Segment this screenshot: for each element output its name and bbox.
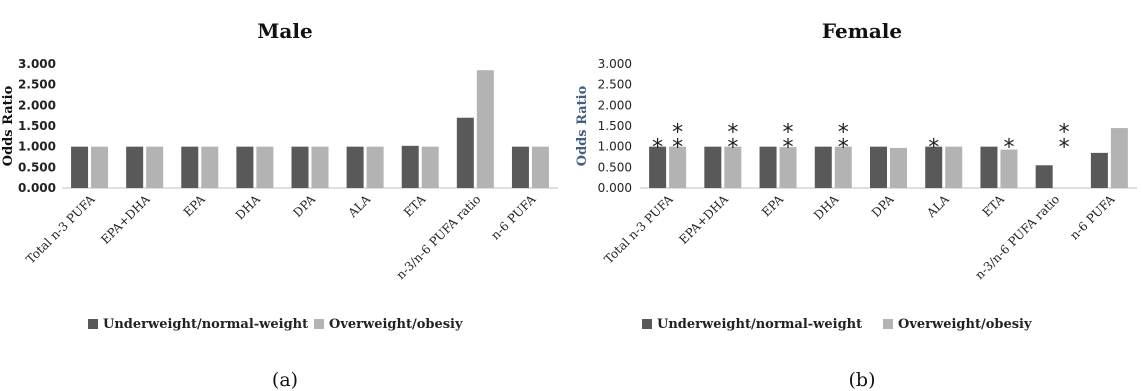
y-tick-label: 0.500 — [18, 160, 56, 174]
legend-swatch — [642, 319, 652, 329]
legend-swatch — [883, 319, 893, 329]
bar-overweight — [669, 146, 687, 188]
legend-label: Overweight/obesiy — [329, 317, 463, 332]
bar-underweight — [71, 146, 89, 188]
y-tick-label: 0.000 — [18, 181, 56, 195]
category-label: ALA — [345, 192, 374, 221]
y-axis-label: Odds Ratio — [575, 85, 590, 166]
category-label: DPA — [869, 192, 897, 220]
y-tick-label: 1.500 — [18, 119, 56, 133]
legend-label: Underweight/normal-weight — [657, 317, 862, 332]
bar-overweight — [91, 146, 109, 188]
category-label: EPA — [181, 192, 208, 219]
y-axis-label: Odds Ratio — [1, 85, 16, 166]
bar-underweight — [759, 146, 777, 188]
bar-overweight — [421, 146, 439, 188]
category-label: ETA — [401, 192, 429, 220]
chart-title: Male — [257, 19, 312, 43]
category-label: n-6 PUFA — [1067, 192, 1118, 243]
bar-overweight — [311, 146, 329, 188]
category-label: DPA — [290, 192, 318, 220]
category-label: Total n-3 PUFA — [23, 192, 98, 267]
category-label: DHA — [233, 192, 263, 222]
bar-underweight — [1090, 152, 1108, 188]
bar-overweight — [834, 146, 852, 188]
legend-swatch — [314, 319, 324, 329]
bar-overweight — [1000, 149, 1018, 188]
y-tick-label: 1.500 — [598, 119, 632, 133]
bar-underweight — [401, 145, 419, 188]
bar-overweight — [1110, 128, 1128, 188]
y-tick-label: 2.000 — [598, 98, 632, 112]
y-tick-label: 3.000 — [598, 57, 632, 71]
bar-underweight — [649, 146, 667, 188]
bar-underweight — [511, 146, 529, 188]
y-tick-label: 2.000 — [18, 98, 56, 112]
bar-overweight — [724, 146, 742, 188]
category-label: EPA+DHA — [98, 192, 153, 247]
bar-overweight — [476, 70, 494, 188]
chart-male-svg: Male Odds Ratio 0.000 0.500 1.000 1.500 2.000 2… — [1, 19, 558, 391]
significance-star: * * — [672, 121, 683, 161]
chart-title: Female — [822, 19, 902, 43]
bar-overweight — [531, 146, 549, 188]
bar-overweight — [146, 146, 164, 188]
y-tick-label: 1.000 — [598, 140, 632, 154]
bar-underweight — [126, 146, 144, 188]
significance-star: * * — [838, 121, 849, 161]
significance-star: * * — [727, 121, 738, 161]
bar-underweight — [456, 117, 474, 188]
bar-underweight — [346, 146, 364, 188]
category-label: Total n-3 PUFA — [601, 192, 676, 267]
bar-underweight — [1035, 165, 1053, 188]
category-label: n-6 PUFA — [488, 192, 539, 243]
legend-label: Overweight/obesiy — [898, 317, 1032, 332]
chart-panel-female: Female Odds Ratio 0.000 0.500 1.000 1.500 2.00… — [572, 0, 1142, 391]
category-label: ETA — [980, 192, 1008, 220]
y-tick-label: 2.500 — [18, 78, 56, 92]
category-label: ALA — [923, 192, 952, 221]
bar-overweight — [366, 146, 384, 188]
chart-female-svg: Female Odds Ratio 0.000 0.500 1.000 1.500 2.00… — [575, 19, 1137, 391]
y-tick-label: 1.000 — [18, 140, 56, 154]
significance-star: * * — [1059, 121, 1070, 161]
bar-overweight — [945, 146, 963, 188]
bar-underweight — [704, 146, 722, 188]
category-label: EPA — [759, 192, 786, 219]
bar-underweight — [291, 146, 309, 188]
bar-underweight — [181, 146, 199, 188]
bar-underweight — [870, 146, 887, 188]
chart-panel-male: Male Odds Ratio 0.000 0.500 1.000 1.500 2.000 2… — [0, 0, 570, 391]
significance-star: * — [1003, 136, 1014, 161]
significance-star: * — [928, 136, 939, 161]
panel-sublabel: (b) — [849, 369, 876, 391]
bar-overweight — [256, 146, 274, 188]
bar-underweight — [980, 146, 998, 188]
y-tick-label: 0.500 — [598, 160, 632, 174]
y-tick-label: 0.000 — [598, 181, 632, 195]
y-tick-label: 3.000 — [18, 57, 56, 71]
bar-overweight — [890, 147, 907, 188]
panel-sublabel: (a) — [272, 369, 298, 391]
significance-star: * — [652, 136, 663, 161]
legend-swatch — [88, 319, 98, 329]
bar-overweight — [201, 146, 219, 188]
category-label: EPA+DHA — [676, 192, 731, 247]
significance-star: * * — [783, 121, 794, 161]
y-tick-label: 2.500 — [598, 78, 632, 92]
bar-underweight — [814, 146, 832, 188]
bar-underweight — [236, 146, 254, 188]
bar-overweight — [779, 147, 797, 188]
bar-underweight — [925, 146, 943, 188]
category-label: DHA — [811, 192, 841, 222]
legend-label: Underweight/normal-weight — [103, 317, 308, 332]
